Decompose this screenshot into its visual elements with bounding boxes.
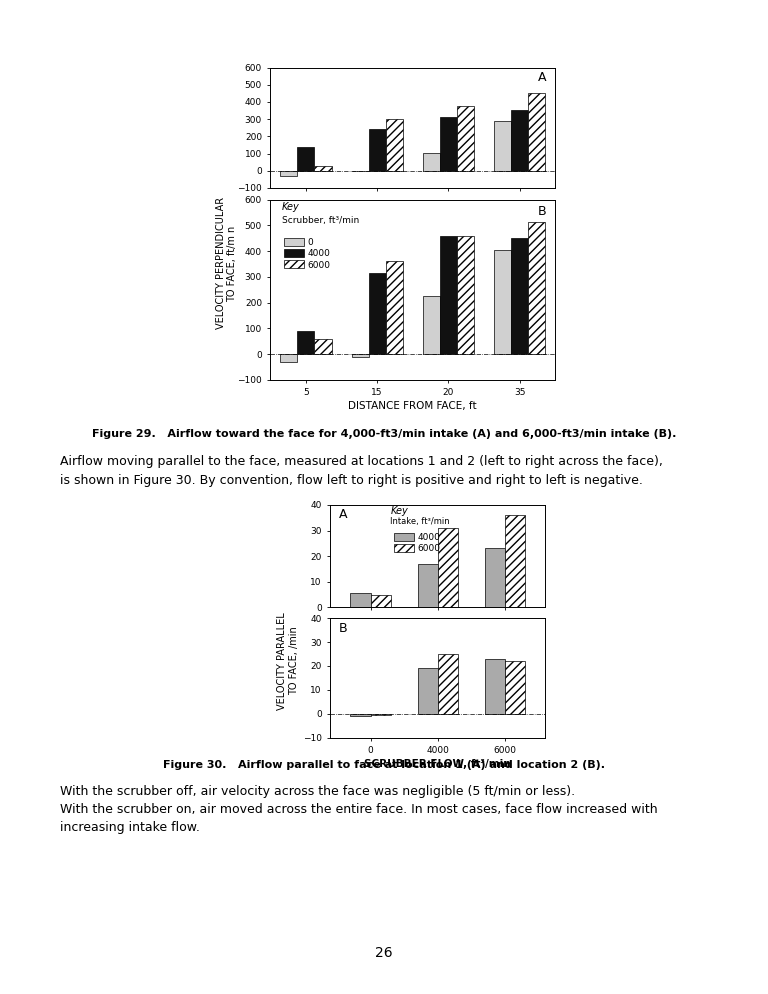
Bar xyxy=(315,339,332,354)
Text: Figure 29.   Airflow toward the face for 4,000-ft3/min intake (A) and 6,000-ft3/: Figure 29. Airflow toward the face for 4… xyxy=(92,429,676,439)
Bar xyxy=(440,117,457,171)
Bar xyxy=(485,659,505,714)
Bar xyxy=(370,714,391,715)
Text: Figure 30.   Airflow parallel to face at location 1 (A) and location 2 (B).: Figure 30. Airflow parallel to face at l… xyxy=(163,760,605,770)
Bar xyxy=(528,222,545,354)
Legend: 4000, 6000: 4000, 6000 xyxy=(392,532,441,555)
Text: is shown in Figure 30. By convention, flow left to right is positive and right t: is shown in Figure 30. By convention, fl… xyxy=(60,474,643,487)
Text: A: A xyxy=(538,72,547,84)
Bar xyxy=(350,593,370,607)
Bar xyxy=(370,594,391,607)
Bar xyxy=(369,273,386,354)
Bar xyxy=(350,714,370,716)
Text: A: A xyxy=(339,508,347,521)
Bar xyxy=(438,528,458,607)
Bar xyxy=(280,354,297,362)
Bar xyxy=(369,129,386,171)
Bar xyxy=(494,121,511,171)
Text: VELOCITY PARALLEL
TO FACE, /min: VELOCITY PARALLEL TO FACE, /min xyxy=(277,612,299,710)
Bar xyxy=(485,549,505,607)
Bar xyxy=(505,661,525,714)
Bar xyxy=(505,515,525,607)
Bar xyxy=(386,119,403,171)
Text: Intake, ft³/min: Intake, ft³/min xyxy=(390,517,450,526)
Text: 26: 26 xyxy=(376,946,392,960)
Text: VELOCITY PERPENDICULAR
TO FACE, ft/m n: VELOCITY PERPENDICULAR TO FACE, ft/m n xyxy=(216,198,237,329)
Text: Scrubber, ft³/min: Scrubber, ft³/min xyxy=(282,216,359,225)
Text: Key: Key xyxy=(282,202,300,212)
Text: Airflow moving parallel to the face, measured at locations 1 and 2 (left to righ: Airflow moving parallel to the face, mea… xyxy=(60,455,663,468)
Bar xyxy=(457,106,474,171)
Bar xyxy=(528,93,545,171)
Bar xyxy=(297,147,315,171)
Text: Key: Key xyxy=(390,506,409,516)
Text: increasing intake flow.: increasing intake flow. xyxy=(60,821,200,834)
Bar xyxy=(494,249,511,354)
Bar xyxy=(280,171,297,176)
Bar xyxy=(422,296,440,354)
X-axis label: SCRUBBER FLOW, ft³/min: SCRUBBER FLOW, ft³/min xyxy=(365,759,511,769)
Bar xyxy=(511,109,528,171)
Bar xyxy=(386,261,403,354)
Bar xyxy=(422,153,440,171)
Bar xyxy=(438,654,458,714)
Bar xyxy=(315,166,332,171)
Legend: 0, 4000, 6000: 0, 4000, 6000 xyxy=(283,237,332,270)
Bar xyxy=(440,236,457,354)
Text: With the scrubber off, air velocity across the face was negligible (5 ft/min or : With the scrubber off, air velocity acro… xyxy=(60,785,575,798)
Bar xyxy=(457,236,474,354)
Bar xyxy=(418,564,438,607)
Bar xyxy=(511,239,528,354)
Bar xyxy=(418,668,438,714)
Bar xyxy=(297,331,315,354)
Bar xyxy=(352,354,369,357)
Text: B: B xyxy=(538,205,547,219)
X-axis label: DISTANCE FROM FACE, ft: DISTANCE FROM FACE, ft xyxy=(349,402,477,412)
Text: B: B xyxy=(339,622,347,635)
Text: With the scrubber on, air moved across the entire face. In most cases, face flow: With the scrubber on, air moved across t… xyxy=(60,803,657,816)
